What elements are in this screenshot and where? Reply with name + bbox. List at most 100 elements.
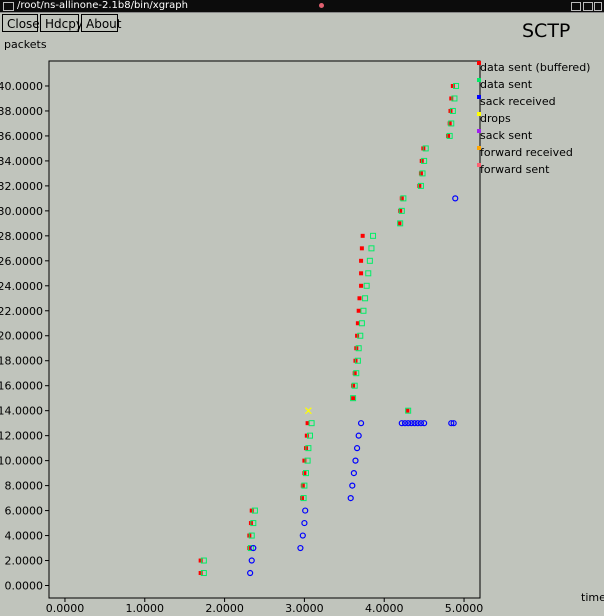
point-sack-received: [250, 544, 257, 552]
y-tick-label: 20.0000: [0, 330, 43, 343]
point-data-sent: [251, 507, 258, 514]
legend-label: drops: [480, 112, 511, 125]
y-tick-label: 32.0000: [0, 180, 43, 193]
point-data-sent: [362, 295, 369, 302]
legend-item: data sent (buffered): [477, 61, 591, 74]
point-sack-received: [350, 470, 357, 477]
point-data-sent: [303, 470, 310, 477]
point-data-sent: [366, 257, 373, 264]
point-data-sent-buffered-: [351, 383, 356, 388]
point-data-sent: [400, 195, 407, 202]
title-bar[interactable]: /root/ns-allinone-2.1b8/bin/xgraph: [0, 0, 604, 13]
point-data-sent-buffered-: [351, 396, 356, 401]
point-data-sent-buffered-: [198, 558, 203, 563]
y-axis-label: packets: [4, 38, 47, 51]
point-data-sent-buffered-: [356, 308, 361, 313]
legend-item: forward sent: [477, 163, 549, 176]
data-marks: [198, 82, 460, 577]
legend-item: sack sent: [477, 129, 532, 142]
point-data-sent-buffered-: [449, 96, 454, 101]
y-tick-label: 0.0000: [5, 580, 44, 593]
point-data-sent: [417, 182, 424, 189]
point-data-sent-buffered-: [352, 371, 357, 376]
point-data-sent-buffered-: [399, 196, 404, 201]
legend-swatch: [477, 129, 481, 133]
point-sack-received: [448, 420, 455, 427]
point-sack-received: [405, 420, 412, 427]
point-data-sent-buffered-: [355, 333, 360, 338]
point-data-sent-buffered-: [417, 183, 422, 188]
y-tick-label: 22.0000: [0, 305, 43, 318]
window-title: /root/ns-allinone-2.1b8/bin/xgraph: [17, 0, 188, 11]
close-button[interactable]: Close: [2, 14, 40, 32]
y-tick-label: 10.0000: [0, 455, 43, 468]
point-data-sent-buffered-: [357, 296, 362, 301]
y-tick-label: 30.0000: [0, 205, 43, 218]
y-tick-label: 38.0000: [0, 105, 43, 118]
point-data-sent: [422, 145, 429, 152]
y-tick-label: 34.0000: [0, 155, 43, 168]
point-data-sent-buffered-: [198, 571, 203, 576]
point-data-sent: [419, 170, 426, 177]
point-data-sent-buffered-: [359, 246, 364, 251]
point-sack-received: [411, 420, 418, 427]
y-tick-label: 12.0000: [0, 430, 43, 443]
legend-swatch: [477, 61, 481, 65]
point-data-sent: [397, 220, 404, 227]
window-menu-icon[interactable]: [3, 2, 14, 11]
point-sack-received: [408, 420, 415, 427]
status-dot-icon: [319, 3, 324, 8]
point-data-sent-buffered-: [405, 408, 410, 413]
x-tick-label: 0.0000: [46, 602, 85, 615]
point-data-sent-buffered-: [302, 471, 307, 476]
point-data-sent: [304, 457, 311, 464]
point-data-sent-buffered-: [305, 421, 310, 426]
point-data-sent: [360, 307, 367, 314]
point-data-sent: [405, 407, 412, 414]
x-tick-label: 1.0000: [126, 602, 165, 615]
legend-item: data sent: [477, 78, 533, 91]
legend-label: data sent (buffered): [480, 61, 591, 74]
point-sack-received: [299, 532, 306, 539]
y-tick-label: 24.0000: [0, 280, 43, 293]
point-data-sent: [351, 382, 358, 389]
point-data-sent-buffered-: [398, 208, 403, 213]
minimize-icon[interactable]: [571, 2, 581, 11]
point-sack-received: [353, 445, 361, 452]
x-tick-label: 3.0000: [285, 602, 324, 615]
y-tick-label: 40.0000: [0, 80, 43, 93]
chart-title: SCTP: [522, 20, 571, 42]
y-tick-label: 26.0000: [0, 255, 43, 268]
y-tick-label: 36.0000: [0, 130, 43, 143]
point-sack-received: [417, 420, 425, 427]
about-button[interactable]: About: [81, 14, 121, 32]
hdcpy-button[interactable]: Hdcpy: [40, 14, 83, 32]
legend-swatch: [477, 95, 481, 99]
point-data-sent: [370, 232, 377, 239]
point-sack-received: [450, 420, 457, 427]
point-sack-received: [347, 494, 354, 502]
close-window-icon[interactable]: [594, 2, 602, 11]
point-data-sent: [301, 482, 308, 489]
y-tick-label: 6.0000: [5, 505, 44, 518]
point-data-sent: [200, 557, 207, 564]
legend-label: data sent: [480, 78, 533, 91]
point-sack-received: [421, 420, 428, 427]
point-data-sent: [300, 495, 307, 502]
point-data-sent-buffered-: [302, 458, 307, 463]
point-data-sent-buffered-: [247, 546, 252, 551]
point-data-sent: [365, 270, 372, 277]
x-axis-label: time: [581, 591, 604, 604]
point-sack-received: [414, 420, 421, 427]
point-sack-received: [349, 482, 356, 489]
maximize-icon[interactable]: [583, 2, 593, 11]
point-data-sent-buffered-: [446, 133, 451, 138]
point-sack-received: [247, 569, 254, 577]
point-data-sent: [446, 132, 453, 139]
legend-swatch: [477, 163, 481, 167]
point-data-sent-buffered-: [359, 258, 364, 263]
point-data-sent: [355, 345, 362, 352]
point-data-sent-buffered-: [359, 283, 364, 288]
point-data-sent: [368, 245, 375, 252]
